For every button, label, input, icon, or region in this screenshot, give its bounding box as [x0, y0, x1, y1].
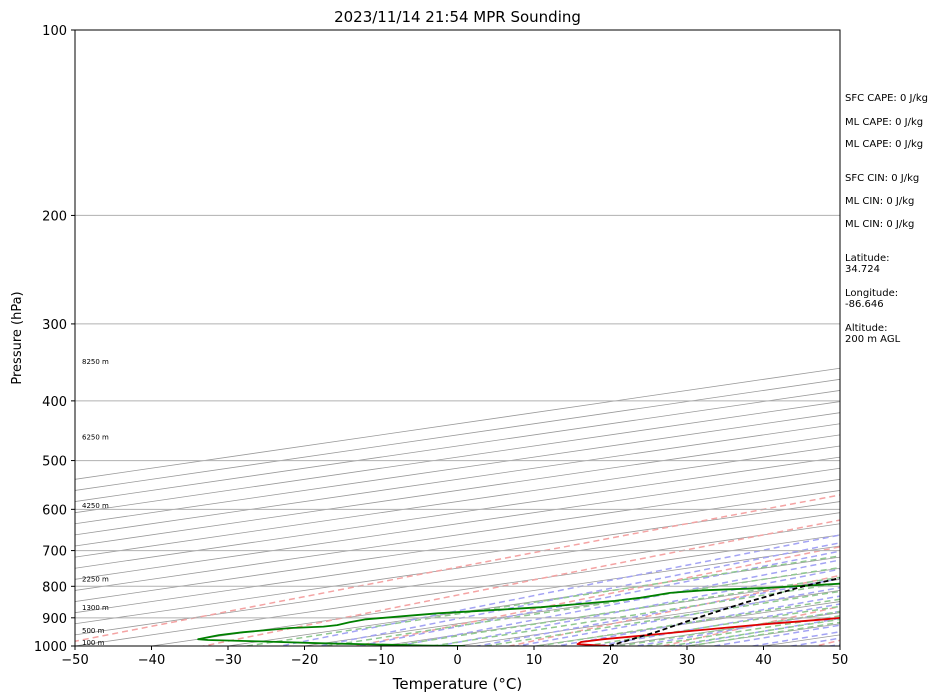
moist-adiabat-line — [276, 534, 840, 646]
isotherm-line — [75, 490, 840, 602]
plot-frame — [74, 29, 841, 647]
isotherm-line — [75, 512, 840, 625]
moist-adiabat-line — [473, 577, 840, 646]
y-tick-label: 700 — [42, 545, 67, 560]
isotherm-line — [75, 523, 840, 636]
ml-cin-text-2: ML CIN: 0 J/kg — [845, 219, 915, 230]
mixing-ratio-line — [326, 566, 840, 646]
moist-adiabat-line — [393, 559, 840, 646]
x-tick-label: −30 — [214, 653, 241, 668]
x-tick-label: 10 — [526, 653, 543, 668]
x-tick-label: −10 — [367, 653, 394, 668]
parcel-path-line — [608, 577, 840, 646]
y-axis-label: Pressure (hPa) — [10, 291, 25, 384]
isotherm-line — [75, 501, 840, 614]
sfc-cin-text: SFC CIN: 0 J/kg — [845, 173, 920, 184]
height-label: 6250 m — [82, 434, 109, 442]
isotherm-line — [148, 545, 840, 646]
x-tick-label: −50 — [61, 653, 88, 668]
height-label: 1300 m — [82, 604, 109, 612]
height-label: 500 m — [82, 627, 105, 635]
dewpoint-profile-line — [197, 582, 840, 646]
x-axis-label: Temperature (°C) — [392, 675, 522, 693]
y-tick-label: 400 — [42, 395, 67, 410]
isotherm-line — [75, 467, 840, 580]
moist-adiabat-line — [315, 542, 840, 646]
x-tick-label: 20 — [602, 653, 619, 668]
isotherm-line — [75, 534, 840, 646]
sfc-cape-text: SFC CAPE: 0 J/kg — [845, 93, 928, 104]
isotherm-line — [75, 478, 840, 591]
mixing-ratio-line — [391, 576, 840, 646]
mixing-ratio-line — [584, 605, 840, 646]
latitude-text: Latitude: 34.724 — [845, 253, 890, 275]
chart-title: 2023/11/14 21:54 MPR Sounding — [334, 8, 581, 26]
x-tick-label: 0 — [453, 653, 461, 668]
height-label: 2250 m — [82, 576, 109, 584]
y-tick-label: 900 — [42, 612, 67, 627]
longitude-text: Longitude: -86.646 — [845, 288, 899, 310]
y-tick-label: 300 — [42, 318, 67, 333]
dry-adiabat-line — [916, 16, 947, 659]
isotherm-line — [75, 445, 840, 558]
y-tick-label: 1000 — [34, 640, 67, 655]
temperature-profile-line — [576, 616, 840, 646]
isotherm-line — [75, 456, 840, 569]
height-label: 8250 m — [82, 358, 109, 366]
y-tick-label: 200 — [42, 209, 67, 224]
x-tick-label: −40 — [138, 653, 165, 668]
dry-adiabat-line — [353, 546, 840, 646]
x-tick-label: 40 — [755, 653, 772, 668]
y-tick-label: 500 — [42, 455, 67, 470]
dry-adiabat-line — [75, 494, 840, 643]
isotherm-line — [301, 567, 840, 646]
y-tick-label: 600 — [42, 503, 67, 518]
y-tick-label: 800 — [42, 580, 67, 595]
mixing-ratio-line — [246, 555, 840, 646]
mixing-ratio-line — [688, 621, 840, 646]
ml-cin-text-1: ML CIN: 0 J/kg — [845, 196, 915, 207]
x-tick-label: −20 — [291, 653, 318, 668]
altitude-text: Altitude: 200 m AGL — [845, 323, 901, 345]
mixing-ratio-line — [669, 618, 840, 646]
x-tick-label: 30 — [679, 653, 696, 668]
y-tick-label: 100 — [42, 24, 67, 39]
x-tick-label: 50 — [832, 653, 849, 668]
moist-adiabat-line — [552, 595, 840, 646]
ml-cape-text-1: ML CAPE: 0 J/kg — [845, 117, 924, 128]
ml-cape-text-2: ML CAPE: 0 J/kg — [845, 139, 924, 150]
height-label: 4250 m — [82, 502, 109, 510]
isotherm-line — [225, 556, 840, 646]
height-label: 100 m — [82, 639, 105, 647]
